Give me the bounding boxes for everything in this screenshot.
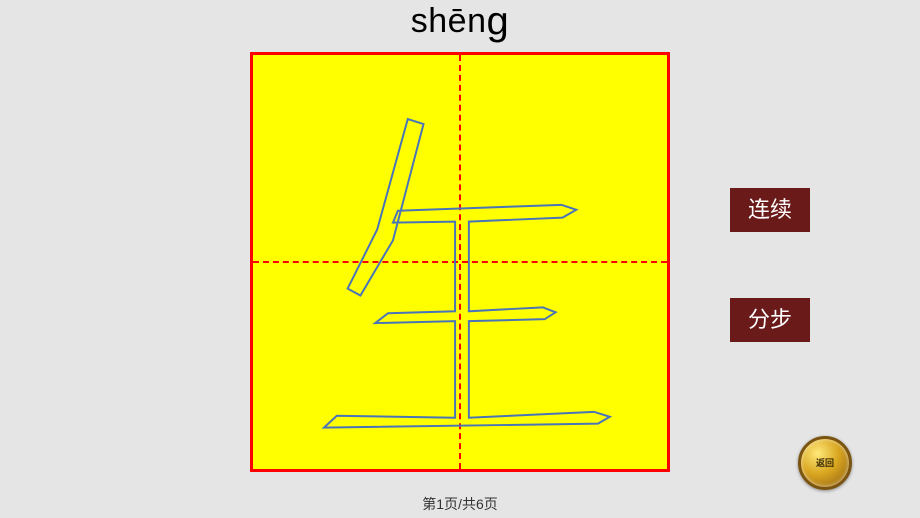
character-outline-path: [324, 119, 610, 428]
pinyin-label: shēng: [411, 2, 509, 41]
pinyin-prefix: shēn: [411, 2, 487, 40]
pinyin-suffix: g: [486, 0, 509, 43]
back-button-label: 返回: [816, 459, 834, 468]
back-button[interactable]: 返回: [798, 436, 852, 490]
character-outline: [253, 55, 667, 469]
character-practice-box: [250, 52, 670, 472]
continuous-button[interactable]: 连续: [730, 188, 810, 232]
page-indicator: 第1页/共6页: [422, 494, 497, 514]
step-button[interactable]: 分步: [730, 298, 810, 342]
